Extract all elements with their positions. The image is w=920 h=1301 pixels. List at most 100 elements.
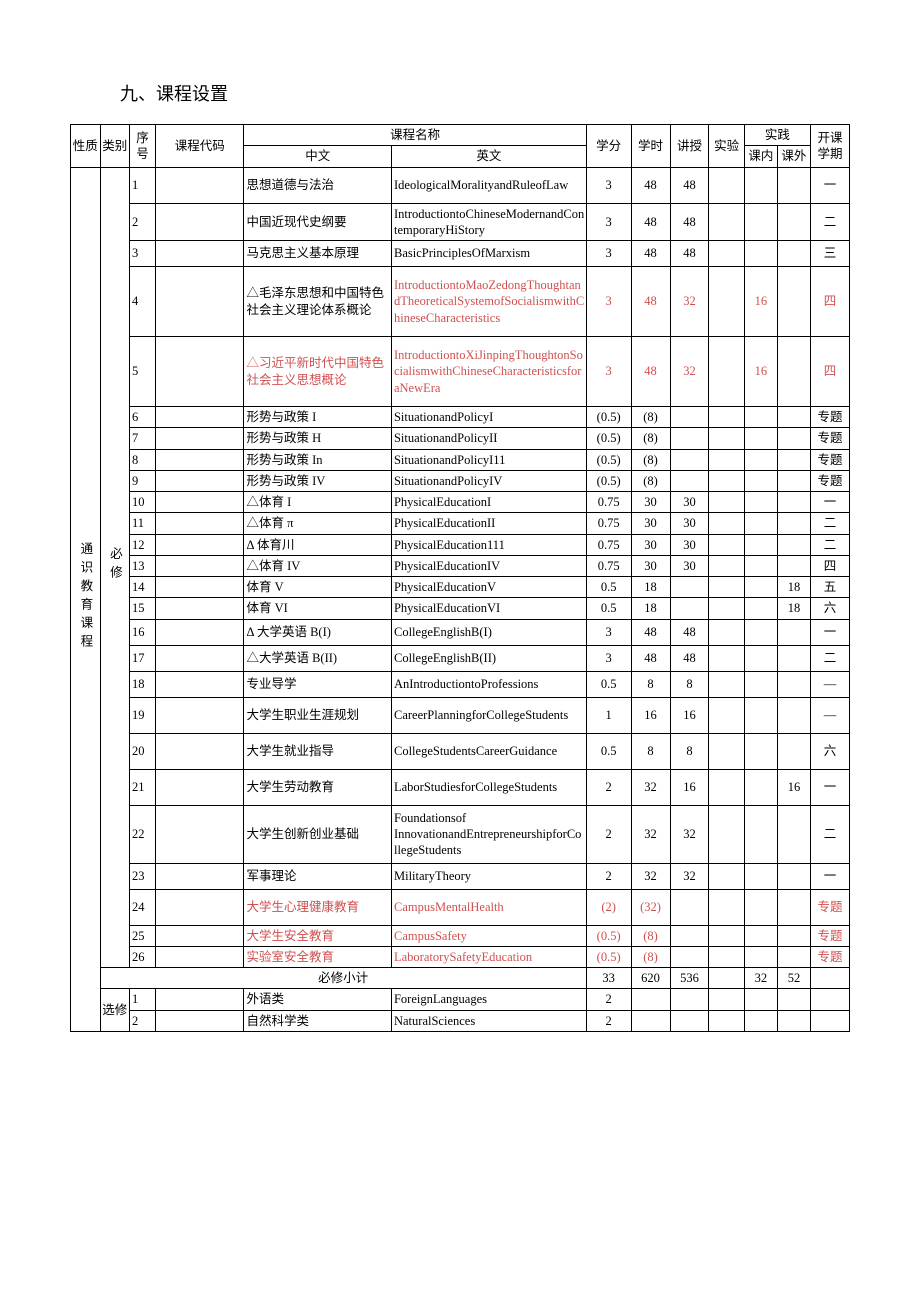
- cell-pin: [744, 889, 777, 925]
- table-row: 19大学生职业生涯规划CareerPlanningforCollegeStude…: [71, 697, 850, 733]
- cell-hours: (32): [631, 889, 670, 925]
- cell-teach: [670, 407, 709, 428]
- cell-cn: 形势与政策 H: [244, 428, 392, 449]
- cell-cn: 专业导学: [244, 671, 392, 697]
- cell-pout: [777, 697, 810, 733]
- cell-code: [155, 513, 244, 534]
- cell-cn: 军事理论: [244, 863, 392, 889]
- cell-sem: 二: [810, 203, 849, 241]
- cell-hours: 32: [631, 769, 670, 805]
- cell-code: [155, 645, 244, 671]
- cell-pout: [777, 470, 810, 491]
- cell-exp: [709, 203, 744, 241]
- cell-pout: [777, 267, 810, 337]
- cell-pin: [744, 203, 777, 241]
- cell-pout: [777, 863, 810, 889]
- cell-teach: 48: [670, 167, 709, 203]
- table-row: 通识教育课程必修1思想道德与法治IdeologicalMoralityandRu…: [71, 167, 850, 203]
- cell-pout: [777, 167, 810, 203]
- cell-hours: (8): [631, 428, 670, 449]
- table-row: 13△体育 IVPhysicalEducationIV0.753030四: [71, 555, 850, 576]
- cell-credits: 2: [586, 1010, 631, 1031]
- cell-code: [155, 167, 244, 203]
- cell-code: [155, 449, 244, 470]
- cell-code: [155, 577, 244, 598]
- cell-seq: 3: [130, 241, 156, 267]
- cell-teach: 48: [670, 619, 709, 645]
- cell-seq: 12: [130, 534, 156, 555]
- subtotal-hours: 620: [631, 968, 670, 989]
- th-cn: 中文: [244, 146, 392, 167]
- cell-pout: [777, 805, 810, 863]
- table-row: 11△体育 πPhysicalEducationII0.753030二: [71, 513, 850, 534]
- cell-en: PhysicalEducationI: [391, 492, 586, 513]
- cell-code: [155, 241, 244, 267]
- cell-exp: [709, 267, 744, 337]
- cell-seq: 13: [130, 555, 156, 576]
- th-practice-in: 课内: [744, 146, 777, 167]
- table-row: 23军事理论MilitaryTheory23232一: [71, 863, 850, 889]
- cell-pout: [777, 337, 810, 407]
- cell-sem: 二: [810, 513, 849, 534]
- cell-cn: 大学生就业指导: [244, 733, 392, 769]
- cell-credits: 3: [586, 241, 631, 267]
- cell-seq: 1: [130, 989, 156, 1010]
- table-row: 21大学生劳动教育LaborStudiesforCollegeStudents2…: [71, 769, 850, 805]
- cell-en: IntroductiontoXiJinpingThoughtonSocialis…: [391, 337, 586, 407]
- cell-sem: 专题: [810, 407, 849, 428]
- cell-pout: [777, 1010, 810, 1031]
- cell-cn: 形势与政策 I: [244, 407, 392, 428]
- cell-sem: 三: [810, 241, 849, 267]
- cell-en: IntroductiontoChineseModernandContempora…: [391, 203, 586, 241]
- cell-credits: 0.5: [586, 671, 631, 697]
- cell-credits: 3: [586, 337, 631, 407]
- cell-pin: [744, 946, 777, 967]
- cell-en: BasicPrinciplesOfMarxism: [391, 241, 586, 267]
- cell-sem: 二: [810, 645, 849, 671]
- cell-credits: 2: [586, 989, 631, 1010]
- cell-pin: [744, 769, 777, 805]
- cell-exp: [709, 167, 744, 203]
- cell-sem: [810, 1010, 849, 1031]
- th-practice: 实践: [744, 125, 810, 146]
- cell-pout: 18: [777, 577, 810, 598]
- cell-code: [155, 598, 244, 619]
- cell-hours: 8: [631, 733, 670, 769]
- cell-pin: [744, 805, 777, 863]
- table-row: 16Δ 大学英语 B(I)CollegeEnglishB(I)34848一: [71, 619, 850, 645]
- th-category: 类别: [100, 125, 130, 168]
- cell-pout: 16: [777, 769, 810, 805]
- cell-exp: [709, 697, 744, 733]
- cell-code: [155, 805, 244, 863]
- table-row: 10△体育 IPhysicalEducationI0.753030一: [71, 492, 850, 513]
- cell-cn: 大学生心理健康教育: [244, 889, 392, 925]
- nature-label: 通识教育课程: [77, 542, 93, 653]
- cell-exp: [709, 470, 744, 491]
- cell-pout: [777, 492, 810, 513]
- cell-cn: 外语类: [244, 989, 392, 1010]
- cell-exp: [709, 925, 744, 946]
- cell-sem: 四: [810, 337, 849, 407]
- cell-teach: 8: [670, 671, 709, 697]
- cell-seq: 5: [130, 337, 156, 407]
- cell-pout: [777, 534, 810, 555]
- cell-hours: 48: [631, 645, 670, 671]
- cell-seq: 1: [130, 167, 156, 203]
- cell-credits: 0.5: [586, 598, 631, 619]
- cell-cn: △体育 I: [244, 492, 392, 513]
- th-course-name: 课程名称: [244, 125, 586, 146]
- cell-pin: [744, 598, 777, 619]
- cell-en: CareerPlanningforCollegeStudents: [391, 697, 586, 733]
- cell-hours: [631, 1010, 670, 1031]
- cell-en: PhysicalEducationVI: [391, 598, 586, 619]
- cell-code: [155, 989, 244, 1010]
- cell-sem: 一: [810, 492, 849, 513]
- cell-credits: 1: [586, 697, 631, 733]
- cell-code: [155, 203, 244, 241]
- cell-cn: 大学生职业生涯规划: [244, 697, 392, 733]
- cell-code: [155, 769, 244, 805]
- cell-en: IntroductiontoMaoZedongThoughtandTheoret…: [391, 267, 586, 337]
- cell-pin: [744, 407, 777, 428]
- cell-seq: 21: [130, 769, 156, 805]
- cell-code: [155, 889, 244, 925]
